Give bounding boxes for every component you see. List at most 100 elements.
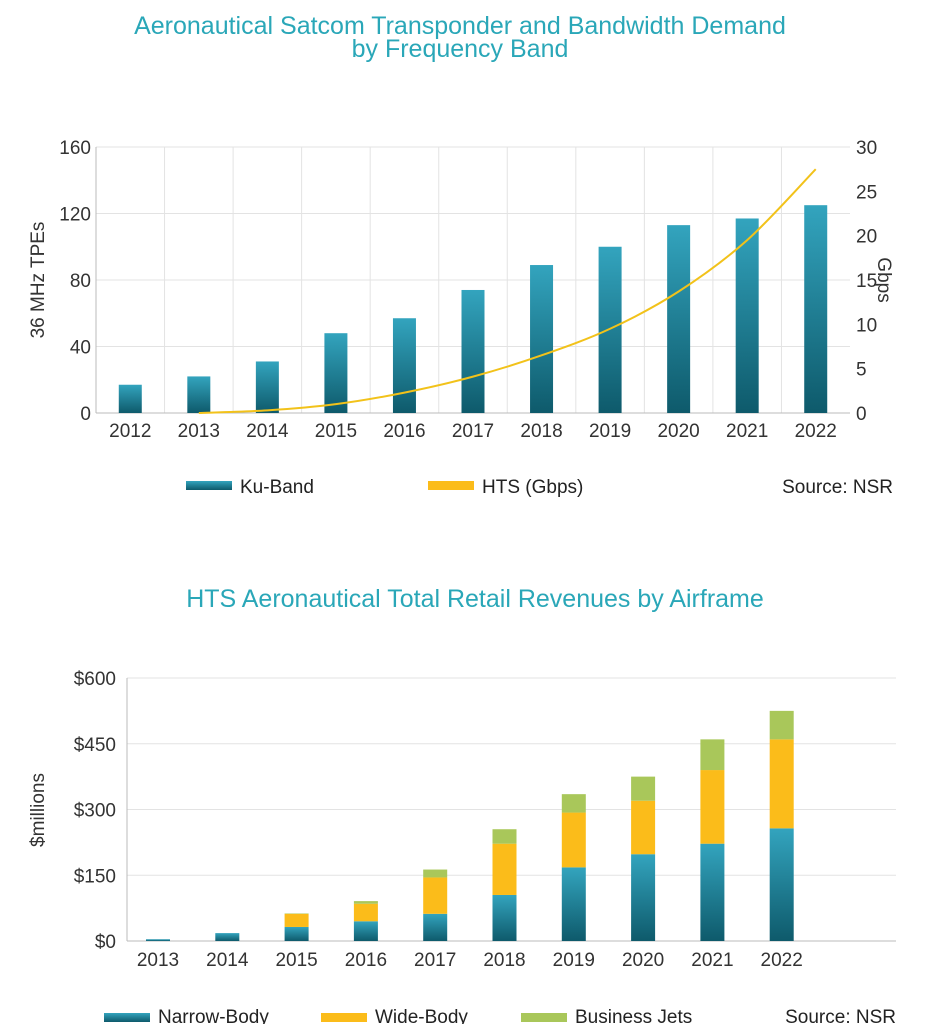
wide-body-bar-2015 <box>284 913 309 927</box>
chart-1-y2-tick-10: 10 <box>856 315 877 336</box>
legend-swatch-wide-body <box>321 1013 367 1022</box>
chart-1-right-ticks: 0 5 10 15 20 25 30 <box>856 138 877 425</box>
legend-label-ku-band: Ku-Band <box>240 477 314 498</box>
chart-2-x-tick-2018: 2018 <box>483 950 525 971</box>
ku-band-bar-2021 <box>735 218 759 413</box>
chart-1-y-tick-0: 0 <box>80 404 91 425</box>
narrow-body-bar-2021 <box>700 843 725 941</box>
narrow-body-bar-2019 <box>561 867 586 941</box>
chart-2-x-tick-2016: 2016 <box>345 950 387 971</box>
wide-body-bar-2017 <box>423 877 448 914</box>
ku-band-bar-2016 <box>392 318 416 413</box>
ku-band-bar-2022 <box>804 205 828 413</box>
chart-1-x-tick-2018: 2018 <box>520 421 562 442</box>
business-jets-bar-2018 <box>492 829 517 844</box>
ku-band-bar-2014 <box>255 361 279 413</box>
chart-2-x-tick-2022: 2022 <box>761 950 803 971</box>
chart-1-y-axis-title: 36 MHz TPEs <box>28 222 49 339</box>
chart-1-y2-tick-30: 30 <box>856 138 877 159</box>
chart-1-x-tick-2021: 2021 <box>726 421 768 442</box>
legend-swatch-ku-band <box>186 481 232 490</box>
business-jets-bar-2017 <box>423 869 448 878</box>
chart-1-gridlines <box>96 146 850 413</box>
chart-1-title-line-2: by Frequency Band <box>352 35 569 63</box>
chart-1-x-ticks: 2012 2013 2014 2015 2016 2017 2018 2019 2020 2021… <box>109 421 837 442</box>
chart-1-x-tick-2022: 2022 <box>795 421 837 442</box>
chart-2: HTS Aeronautical Total Retail Revenues b… <box>28 585 896 1024</box>
chart-1-x-tick-2017: 2017 <box>452 421 494 442</box>
chart-2-y-tick-$0: $0 <box>95 932 116 953</box>
wide-body-bar-2018 <box>492 843 517 895</box>
chart-1-bars <box>118 205 828 413</box>
chart-2-x-tick-2015: 2015 <box>275 950 317 971</box>
wide-body-bar-2021 <box>700 770 725 844</box>
narrow-body-bar-2022 <box>769 828 794 941</box>
narrow-body-bar-2014 <box>215 933 240 941</box>
chart-2-y-ticks: $0 $150 $300 $450 $600 <box>74 669 116 953</box>
chart-1-y2-axis-title: Gbps <box>873 257 894 302</box>
ku-band-bar-2017 <box>461 289 485 413</box>
chart-1-x-tick-2019: 2019 <box>589 421 631 442</box>
chart-2-x-tick-2020: 2020 <box>622 950 664 971</box>
narrow-body-bar-2018 <box>492 894 517 941</box>
wide-body-bar-2022 <box>769 739 794 829</box>
chart-2-y-tick-$450: $450 <box>74 735 116 756</box>
business-jets-bar-2020 <box>631 776 656 801</box>
legend-swatch-narrow-body <box>104 1013 150 1022</box>
narrow-body-bar-2015 <box>284 926 309 941</box>
chart-2-x-tick-2017: 2017 <box>414 950 456 971</box>
wide-body-bar-2016 <box>353 903 378 922</box>
chart-2-bars <box>146 710 794 941</box>
chart-2-y-tick-$300: $300 <box>74 801 116 822</box>
wide-body-bar-2019 <box>561 812 586 868</box>
chart-1-y-tick-80: 80 <box>70 271 91 292</box>
business-jets-bar-2021 <box>700 739 725 771</box>
hts-gbps-line <box>198 168 817 414</box>
chart-1-x-tick-2012: 2012 <box>109 421 151 442</box>
chart-1-y-tick-160: 160 <box>59 138 91 159</box>
chart-1-x-tick-2015: 2015 <box>315 421 357 442</box>
chart-1-title-line-1: Aeronautical Satcom Transponder and Band… <box>134 12 786 40</box>
legend-label-hts: HTS (Gbps) <box>482 477 583 498</box>
chart-2-title: HTS Aeronautical Total Retail Revenues b… <box>186 585 764 613</box>
business-jets-bar-2016 <box>353 901 378 904</box>
chart-2-x-tick-2013: 2013 <box>137 950 179 971</box>
chart-2-x-tick-2019: 2019 <box>553 950 595 971</box>
chart-1-y2-tick-5: 5 <box>856 360 867 381</box>
ku-band-bar-2020 <box>667 225 691 413</box>
business-jets-bar-2022 <box>769 710 794 740</box>
narrow-body-bar-2017 <box>423 913 448 941</box>
chart-1-y2-tick-25: 25 <box>856 182 877 203</box>
narrow-body-bar-2013 <box>146 939 170 941</box>
chart-2-y-axis-title: $millions <box>28 773 49 847</box>
legend-swatch-business-jets <box>521 1013 567 1022</box>
chart-1-x-tick-2016: 2016 <box>383 421 425 442</box>
wide-body-bar-2020 <box>631 800 656 855</box>
legend-swatch-hts <box>428 481 474 490</box>
narrow-body-bar-2016 <box>353 921 378 941</box>
legend-label-business-jets: Business Jets <box>575 1007 692 1024</box>
chart-1-x-tick-2020: 2020 <box>657 421 699 442</box>
chart-1-source: Source: NSR <box>782 477 893 498</box>
ku-band-bar-2019 <box>598 246 622 413</box>
ku-band-bar-2012 <box>118 384 142 413</box>
ku-band-bar-2015 <box>324 333 348 413</box>
legend-label-narrow-body: Narrow-Body <box>158 1007 269 1024</box>
business-jets-bar-2019 <box>561 794 586 813</box>
chart-1-y-tick-120: 120 <box>59 205 91 226</box>
chart-2-x-tick-2021: 2021 <box>691 950 733 971</box>
narrow-body-bar-2020 <box>631 854 656 941</box>
chart-1-left-ticks: 0 40 80 120 160 <box>59 138 91 425</box>
chart-2-source: Source: NSR <box>785 1007 896 1024</box>
legend-label-wide-body: Wide-Body <box>375 1007 468 1024</box>
chart-1-x-tick-2014: 2014 <box>246 421 289 442</box>
chart-1: Aeronautical Satcom Transponder and Band… <box>28 12 894 498</box>
chart-2-y-tick-$150: $150 <box>74 866 116 887</box>
chart-2-x-ticks: 2013 2014 2015 2016 2017 2018 2019 2020 2021 2022 <box>137 950 803 971</box>
chart-1-y-tick-40: 40 <box>70 338 91 359</box>
chart-1-y2-tick-0: 0 <box>856 404 867 425</box>
chart-1-y2-tick-15: 15 <box>856 271 877 292</box>
chart-1-y2-tick-20: 20 <box>856 227 877 248</box>
chart-1-x-tick-2013: 2013 <box>178 421 220 442</box>
